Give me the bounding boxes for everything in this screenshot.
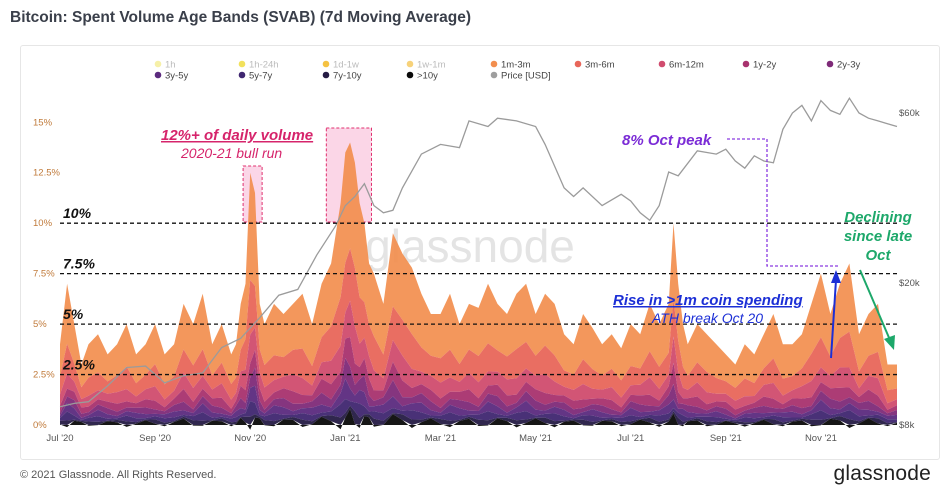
legend-swatch bbox=[826, 60, 834, 68]
y2-tick-label: $60k bbox=[899, 108, 920, 119]
legend-swatch bbox=[658, 60, 666, 68]
x-tick-label: Nov '21 bbox=[805, 433, 837, 444]
reference-label: 2.5% bbox=[62, 357, 95, 373]
y-tick-label: 0% bbox=[33, 420, 47, 431]
arrow-down-head bbox=[884, 335, 895, 350]
x-tick-label: May '21 bbox=[519, 433, 552, 444]
legend-label: 5y-7y bbox=[249, 71, 272, 82]
chart-panel bbox=[20, 45, 940, 460]
band-area-7y10y bbox=[60, 405, 897, 425]
legend-swatch bbox=[406, 60, 414, 68]
legend-swatch bbox=[574, 60, 582, 68]
annotation-text: Oct bbox=[865, 247, 891, 264]
annotation-text: ATH break Oct 20 bbox=[651, 310, 763, 326]
x-tick-label: Sep '20 bbox=[139, 433, 171, 444]
reference-label: 5% bbox=[63, 306, 84, 322]
legend-swatch bbox=[742, 60, 750, 68]
annotation-text: Declining bbox=[844, 209, 912, 226]
legend-label: 6m-12m bbox=[669, 60, 704, 71]
x-tick-label: Jan '21 bbox=[330, 433, 360, 444]
y-tick-label: 2.5% bbox=[33, 370, 55, 381]
price-line bbox=[59, 96, 898, 408]
annotation-text: since late bbox=[844, 228, 912, 245]
legend-label: 1m-3m bbox=[501, 60, 531, 71]
legend-swatch bbox=[490, 60, 498, 68]
legend-label: 1y-2y bbox=[753, 60, 776, 71]
y2-tick-label: $20k bbox=[899, 278, 920, 289]
arrow-up-head bbox=[831, 270, 841, 283]
x-tick-label: Jul '21 bbox=[617, 433, 644, 444]
legend-swatch bbox=[154, 71, 162, 79]
annotation-text: 8% Oct peak bbox=[622, 132, 712, 149]
chart-svg: 1h 1h-24h 1d-1w 1w-1m 1m-3m 3m-6m 6m-12m 1y-2y 2… bbox=[33, 60, 920, 445]
annotation-bracket bbox=[727, 138, 838, 267]
legend-swatch bbox=[322, 60, 330, 68]
band-area-1y2y bbox=[60, 337, 897, 416]
reference-label: 10% bbox=[63, 205, 92, 221]
legend-label: 1h bbox=[165, 60, 176, 71]
y-tick-label: 12.5% bbox=[33, 168, 60, 179]
band-area-10y bbox=[60, 408, 897, 430]
x-tick-label: Jul '20 bbox=[46, 433, 73, 444]
band-area-5y7y bbox=[60, 399, 897, 424]
legend-label: 1h-24h bbox=[249, 60, 279, 71]
legend-swatch bbox=[322, 71, 330, 79]
chart-title: Bitcoin: Spent Volume Age Bands (SVAB) (… bbox=[10, 9, 472, 26]
annotation-text: 2020-21 bull run bbox=[180, 145, 282, 161]
y-tick-label: 7.5% bbox=[33, 269, 55, 280]
annotation-text: Rise in >1m coin spending bbox=[613, 292, 803, 309]
band-area-6m12m bbox=[60, 300, 897, 410]
brand-logo: glassnode bbox=[833, 462, 931, 485]
band-area-1m3m bbox=[60, 142, 897, 391]
arrow-down bbox=[859, 269, 891, 341]
legend-swatch bbox=[154, 60, 162, 68]
legend-label: 1w-1m bbox=[417, 60, 446, 71]
legend-label: Price [USD] bbox=[501, 71, 551, 82]
band-area-2y3y bbox=[60, 358, 897, 419]
y2-tick-label: $8k bbox=[899, 420, 915, 431]
legend-swatch bbox=[238, 71, 246, 79]
legend-label: 3m-6m bbox=[585, 60, 615, 71]
annotation-text: 12%+ of daily volume bbox=[161, 127, 313, 144]
legend-swatch bbox=[238, 60, 246, 68]
legend-label: 3y-5y bbox=[165, 71, 188, 82]
x-tick-label: Nov '20 bbox=[234, 433, 266, 444]
copyright-text: © 2021 Glassnode. All Rights Reserved. bbox=[20, 469, 217, 481]
arrow-up bbox=[830, 279, 837, 359]
legend-swatch bbox=[490, 71, 498, 79]
legend-label: 2y-3y bbox=[837, 60, 860, 71]
reference-label: 7.5% bbox=[63, 256, 95, 272]
legend-label: 7y-10y bbox=[333, 71, 362, 82]
band-area-3y5y bbox=[60, 378, 897, 420]
legend-swatch bbox=[406, 71, 414, 79]
y-tick-label: 15% bbox=[33, 117, 53, 128]
y-tick-label: 10% bbox=[33, 218, 53, 229]
band-area-3m6m bbox=[60, 248, 897, 404]
legend-label: >10y bbox=[417, 71, 438, 82]
legend-label: 1d-1w bbox=[333, 60, 359, 71]
x-tick-label: Sep '21 bbox=[710, 433, 742, 444]
x-tick-label: Mar '21 bbox=[425, 433, 456, 444]
y-tick-label: 5% bbox=[33, 319, 47, 330]
